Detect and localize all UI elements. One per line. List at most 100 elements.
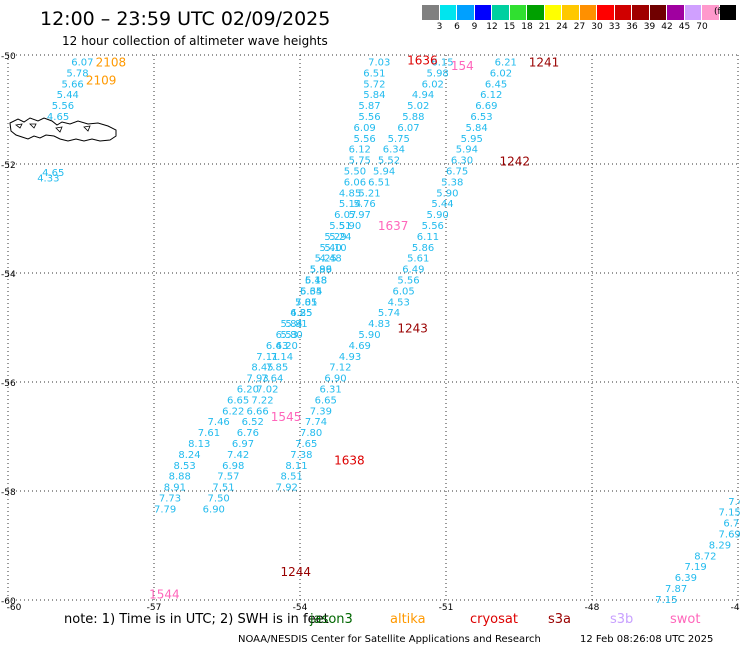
legend-tick-label: 15 [503,22,516,32]
generated-timestamp: 12 Feb 08:26:08 UTC 2025 [580,634,714,645]
wave-height-label: 8.53 [173,461,195,472]
legend-swatch [719,5,737,20]
legend-swatches [422,5,737,20]
wave-height-label: 6.34 [383,145,405,156]
legend-tick-label: 27 [573,22,586,32]
satellite-name-cryosat: cryosat [470,612,518,627]
wave-height-label: 6.20 [276,341,298,352]
wave-height-label: 5.14 [339,199,361,210]
wave-height-label: 5.89 [310,265,332,276]
wave-height-label: 6.07 [71,58,93,69]
wave-height-label: 8.24 [178,450,200,461]
color-scale-legend: 3 6 9 12 15 18 21 24 27 30 33 36 39 42 45 70 (ft) [422,5,737,34]
legend-swatch [422,5,440,20]
wave-height-label: 6.07 [397,123,419,134]
wave-height-label: 5.56 [397,276,419,287]
legend-swatch [684,5,702,20]
wave-height-label: 6.53 [276,330,298,341]
legend-swatch [614,5,632,20]
legend-tick-label: 24 [556,22,568,32]
wave-height-label: 8.45 [251,363,273,374]
longitude-label: -54 [293,603,308,613]
wave-height-label: 5.84 [281,319,303,330]
wave-height-label: 6.76 [237,428,259,439]
legend-unit: (ft) [714,7,728,17]
wave-height-label: 6.7 [723,519,739,530]
legend-swatch [562,5,580,20]
wave-height-label: 5.84 [465,123,487,134]
wave-height-label: 6.31 [319,385,341,396]
wave-height-label: 6.49 [402,265,424,276]
wave-height-label: 8.51 [281,472,303,483]
wave-height-label: 5.24 [329,232,351,243]
wave-height-label: 4.93 [339,352,361,363]
wave-height-label: 7.01 [295,297,317,308]
wave-height-label: 5.98 [427,68,449,79]
legend-swatch [457,5,475,20]
pass-time-label: 1242 [500,155,531,169]
wave-height-label: 6.35 [300,286,322,297]
longitude-label: -60 [7,603,22,613]
pass-time-label: 1544 [149,587,180,601]
legend-tick-label: 39 [643,22,656,32]
wave-height-label: 6.45 [485,79,507,90]
legend-tick-label: 33 [608,22,621,32]
wave-height-label: 7.22 [251,395,273,406]
satellite-name-swot: swot [670,612,701,627]
pass-time-labels: 2108 2109 1636 154 1241 1242 1637 1243 1545 1638 1… [86,53,559,601]
pass-time-label: 1638 [334,453,365,467]
wave-height-label: 5.95 [461,134,483,145]
legend-tick-label: 12 [486,22,498,32]
wave-height-label: 7.38 [290,450,312,461]
wave-height-label: 8.11 [285,461,307,472]
wave-height-label: 8.91 [164,483,186,494]
legend-swatch [474,5,492,20]
wave-height-label: 5.02 [407,101,429,112]
wave-height-label: 6.09 [354,123,376,134]
latitude-label: -50 [1,52,16,62]
wave-height-label: 5.90 [358,330,380,341]
wave-height-label: 8.29 [709,540,731,551]
wave-height-label: 5.97 [349,210,371,221]
wave-height-label: 5.52 [378,156,400,167]
longitude-label: -51 [439,603,454,613]
wave-height-label: 7.74 [305,417,327,428]
wave-height-label: 7.4 [728,497,740,508]
wave-height-label: 5.51 [329,221,351,232]
wave-height-label: 4.94 [412,90,434,101]
legend-tick-label: 9 [471,22,478,32]
longitude-label: -57 [147,603,162,613]
wave-height-label: 6.06 [344,177,366,188]
wave-height-label: 7.79 [154,504,176,515]
wave-height-label: 4.69 [349,341,371,352]
wave-height-values: 6.075.785.665.445.564.654.654.337.036.51… [37,58,740,606]
wave-height-label: 5.74 [378,308,400,319]
wave-height-label: 6.69 [475,101,497,112]
latitude-label: -60 [1,597,16,607]
wave-height-label: 4.85 [339,188,361,199]
axis-labels: -60 -57 -54 -51 -48 -45 -50 -52 -54 -56 -58 -60 [1,52,740,613]
page-subtitle: 12 hour collection of altimeter wave hei… [62,34,328,48]
wave-height-label: 4.53 [388,297,410,308]
wave-height-label: 5.94 [373,167,395,178]
wave-height-label: 6.53 [470,112,492,123]
wave-height-label: 6.43 [266,341,288,352]
pass-time-label: 154 [451,59,474,73]
legend-swatch [597,5,615,20]
wave-height-label: 5.85 [295,297,317,308]
wave-height-label: 7.92 [276,483,298,494]
legend-tick-label: 36 [626,22,638,32]
wave-height-label: 7.85 [266,363,288,374]
legend-swatch [632,5,650,20]
legend-tick-label: 42 [661,22,673,32]
legend-swatch [527,5,545,20]
wave-height-label: 7.42 [227,450,249,461]
legend-tick-label: 45 [678,22,691,32]
wave-height-label: 7.69 [719,530,740,541]
wave-height-label: 5.75 [349,156,371,167]
pass-time-label: 1545 [271,410,302,424]
wave-height-label: 6.02 [422,79,444,90]
legend-tick-label: 3 [436,22,443,32]
wave-height-label: 5.94 [456,145,478,156]
wave-height-label: 4.83 [368,319,390,330]
